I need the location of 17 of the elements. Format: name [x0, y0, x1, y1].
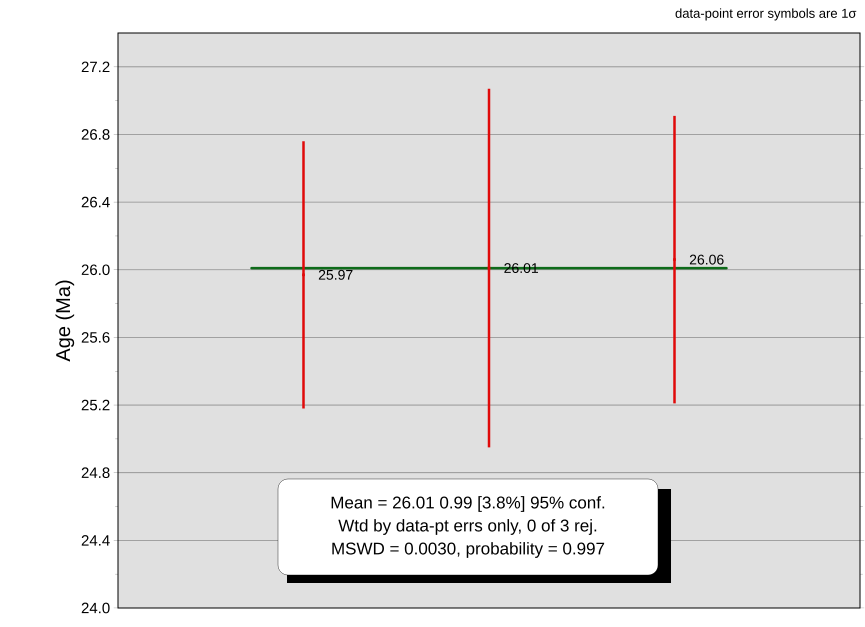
annotation: Wtd by data-pt errs only, 0 of 3 rej.: [338, 519, 596, 535]
y-tick-label: 25.6: [82, 332, 110, 343]
data-label: 26.01: [504, 263, 538, 274]
y-tick-label: 26.0: [82, 264, 110, 276]
annotation: MSWD = 0.0030, probability = 0.997: [332, 542, 604, 558]
y-tick-label: 25.2: [82, 400, 110, 410]
data-label: 25.97: [318, 270, 352, 280]
y-axis-title: Age (Ma): [55, 280, 74, 362]
text: data-point error symbols are 1σ: [676, 8, 856, 20]
annotation: Mean = 26.01 0.99 [3.8%] 95% conf.: [332, 496, 604, 512]
data-label: 26.06: [690, 254, 724, 265]
y-tick-label: 24.8: [82, 467, 110, 478]
y-tick-label: 27.2: [82, 62, 110, 72]
y-tick-label: 24.0: [82, 602, 110, 614]
y-tick-label: 26.4: [82, 196, 110, 208]
y-tick-label: 24.4: [82, 535, 110, 546]
y-tick-label: 26.8: [82, 129, 110, 140]
